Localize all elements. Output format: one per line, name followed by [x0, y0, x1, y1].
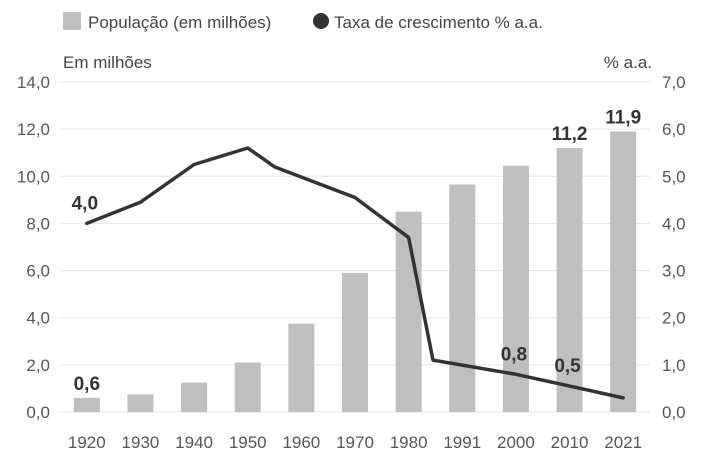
y-right-tick-label: 1,0: [662, 356, 686, 375]
legend-growth-label: Taxa de crescimento % a.a.: [334, 13, 543, 32]
y-tick-label: 10,0: [17, 167, 50, 186]
y-right-tick-label: 5,0: [662, 167, 686, 186]
x-tick-label: 1980: [390, 433, 428, 452]
bar: [181, 382, 208, 412]
x-tick-label: 1970: [336, 433, 374, 452]
y-tick-label: 8,0: [26, 214, 50, 233]
bar: [127, 394, 154, 412]
y-tick-label: 14,0: [17, 73, 50, 92]
bar: [556, 148, 583, 412]
data-label: 4,0: [72, 193, 98, 214]
bar: [610, 131, 637, 412]
y-tick-label: 0,0: [26, 403, 50, 422]
legend-bar-swatch: [63, 12, 81, 30]
legend-line-swatch: [313, 13, 329, 29]
data-label: 0,5: [554, 356, 581, 377]
x-tick-label: 1940: [175, 433, 213, 452]
right-axis-ticks: 0,0 1,0 2,0 3,0 4,0 5,0 6,0 7,0: [662, 73, 686, 422]
x-tick-label: 1930: [122, 433, 160, 452]
x-tick-label: 2010: [551, 433, 589, 452]
growth-line: [85, 146, 625, 400]
y-right-tick-label: 6,0: [662, 120, 686, 139]
y-right-tick-label: 2,0: [662, 309, 686, 328]
bars: [73, 131, 637, 412]
growth-polyline: [85, 146, 625, 400]
y-right-tick-label: 0,0: [662, 403, 686, 422]
data-label: 11,2: [552, 124, 588, 145]
y-right-tick-label: 4,0: [662, 214, 686, 233]
y-tick-label: 2,0: [26, 356, 50, 375]
bar: [73, 397, 100, 412]
x-axis-ticks: 1920 1930 1940 1950 1960 1970 1980 1991 2000 2010…: [68, 433, 642, 452]
y-tick-label: 6,0: [26, 262, 50, 281]
data-label: 0,6: [74, 374, 100, 395]
left-axis-title: Em milhões: [63, 53, 152, 72]
bar: [234, 362, 261, 412]
data-label: 11,9: [605, 108, 641, 129]
legend: População (em milhões) Taxa de crescimen…: [63, 12, 543, 32]
x-tick-label: 2000: [497, 433, 535, 452]
y-tick-label: 4,0: [26, 309, 50, 328]
x-tick-label: 1950: [229, 433, 267, 452]
x-tick-label: 1991: [443, 433, 481, 452]
y-tick-label: 12,0: [17, 120, 50, 139]
bar: [502, 165, 529, 412]
x-tick-label: 2021: [604, 433, 642, 452]
bar: [288, 323, 315, 412]
y-right-tick-label: 7,0: [662, 73, 686, 92]
right-axis-title: % a.a.: [604, 53, 652, 72]
bar: [342, 272, 368, 412]
left-axis-ticks: 0,0 2,0 4,0 6,0 8,0 10,0 12,0 14,0: [17, 73, 50, 422]
data-labels: 0,6 11,2 11,9 4,0 0,8 0,5: [72, 108, 642, 395]
bar: [449, 184, 476, 412]
x-tick-label: 1920: [68, 433, 106, 452]
legend-population-label: População (em milhões): [88, 13, 271, 32]
x-tick-label: 1960: [282, 433, 320, 452]
data-label: 0,8: [501, 344, 527, 365]
y-right-tick-label: 3,0: [662, 262, 686, 281]
